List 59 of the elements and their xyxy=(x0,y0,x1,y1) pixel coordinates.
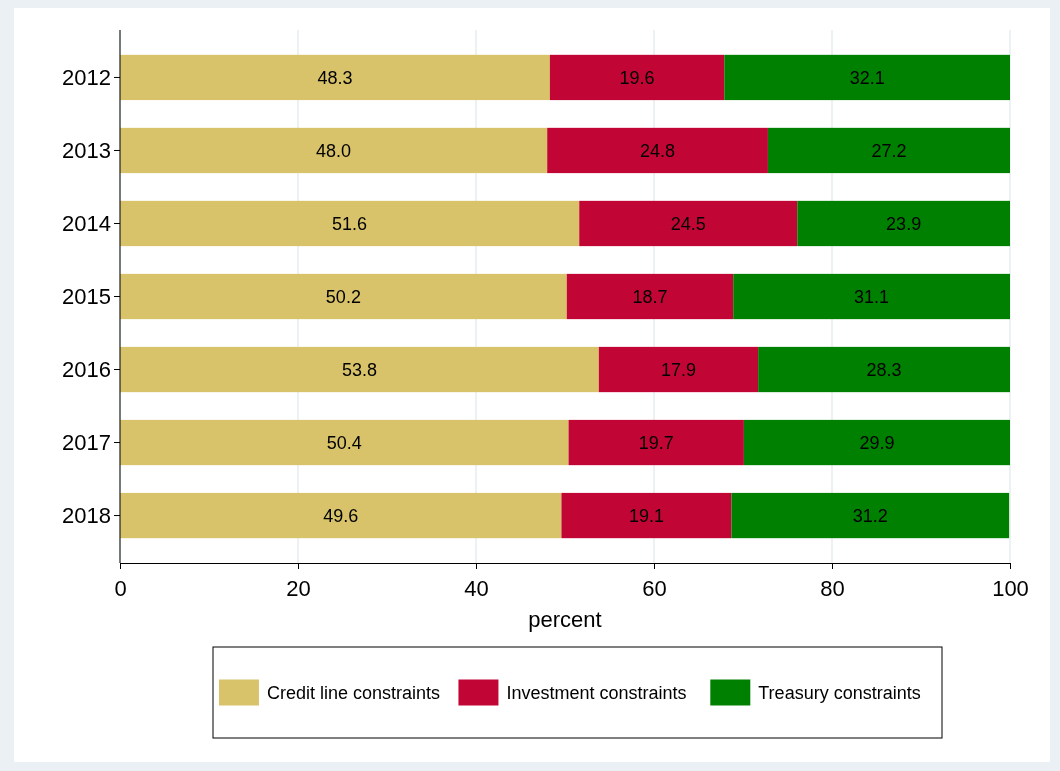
bar xyxy=(120,492,562,539)
data-label: 51.6 xyxy=(332,213,368,234)
data-label: 31.2 xyxy=(852,505,888,526)
bar xyxy=(758,346,1010,393)
data-label: 17.9 xyxy=(660,359,696,380)
bar xyxy=(120,273,567,320)
data-label: 18.7 xyxy=(632,286,668,307)
bar xyxy=(120,346,599,393)
y-tick-label: 2016 xyxy=(62,356,111,382)
x-tick-label: 60 xyxy=(642,576,667,602)
x-tick-label: 80 xyxy=(820,576,845,602)
bar xyxy=(120,200,580,247)
legend-label: Treasury constraints xyxy=(758,682,921,703)
bar xyxy=(598,346,759,393)
bar xyxy=(120,54,550,101)
y-tick-label: 2015 xyxy=(62,283,111,309)
data-label: 49.6 xyxy=(323,505,359,526)
bar xyxy=(724,54,1010,101)
x-axis-title: percent xyxy=(528,607,602,632)
data-label: 24.8 xyxy=(640,140,676,161)
bar xyxy=(767,127,1010,174)
x-tick-label: 40 xyxy=(464,576,489,602)
data-label: 48.3 xyxy=(317,67,353,88)
bar xyxy=(568,419,744,466)
y-tick-label: 2012 xyxy=(62,64,111,90)
data-label: 53.8 xyxy=(341,359,377,380)
bar xyxy=(797,200,1010,247)
data-label: 24.5 xyxy=(670,213,706,234)
data-label: 48.0 xyxy=(316,140,352,161)
data-label: 50.2 xyxy=(325,286,361,307)
bar xyxy=(579,200,798,247)
data-label: 28.3 xyxy=(866,359,902,380)
y-tick-label: 2018 xyxy=(62,502,111,528)
y-tick-label: 2017 xyxy=(62,429,111,455)
bar xyxy=(547,127,768,174)
bar xyxy=(731,492,1010,539)
x-tick-label: 100 xyxy=(992,576,1029,602)
data-label: 19.7 xyxy=(638,432,674,453)
bar xyxy=(743,419,1010,466)
data-label: 50.4 xyxy=(326,432,362,453)
legend-label: Credit line constraints xyxy=(266,682,441,703)
data-label: 29.9 xyxy=(859,432,895,453)
x-tick-label: 20 xyxy=(286,576,311,602)
y-tick-label: 2014 xyxy=(62,210,111,236)
bar xyxy=(120,127,548,174)
bar xyxy=(566,273,734,320)
y-tick-label: 2013 xyxy=(62,137,111,163)
data-label: 32.1 xyxy=(849,67,885,88)
data-label: 23.9 xyxy=(886,213,922,234)
data-label: 19.1 xyxy=(628,505,664,526)
bar xyxy=(549,54,725,101)
data-label: 31.1 xyxy=(854,286,890,307)
bar xyxy=(561,492,732,539)
x-tick-label: 0 xyxy=(114,576,127,602)
data-label: 27.2 xyxy=(871,140,907,161)
bar xyxy=(733,273,1010,320)
bar xyxy=(120,419,569,466)
legend-label: Investment constraints xyxy=(506,682,687,703)
data-label: 19.6 xyxy=(619,67,655,88)
